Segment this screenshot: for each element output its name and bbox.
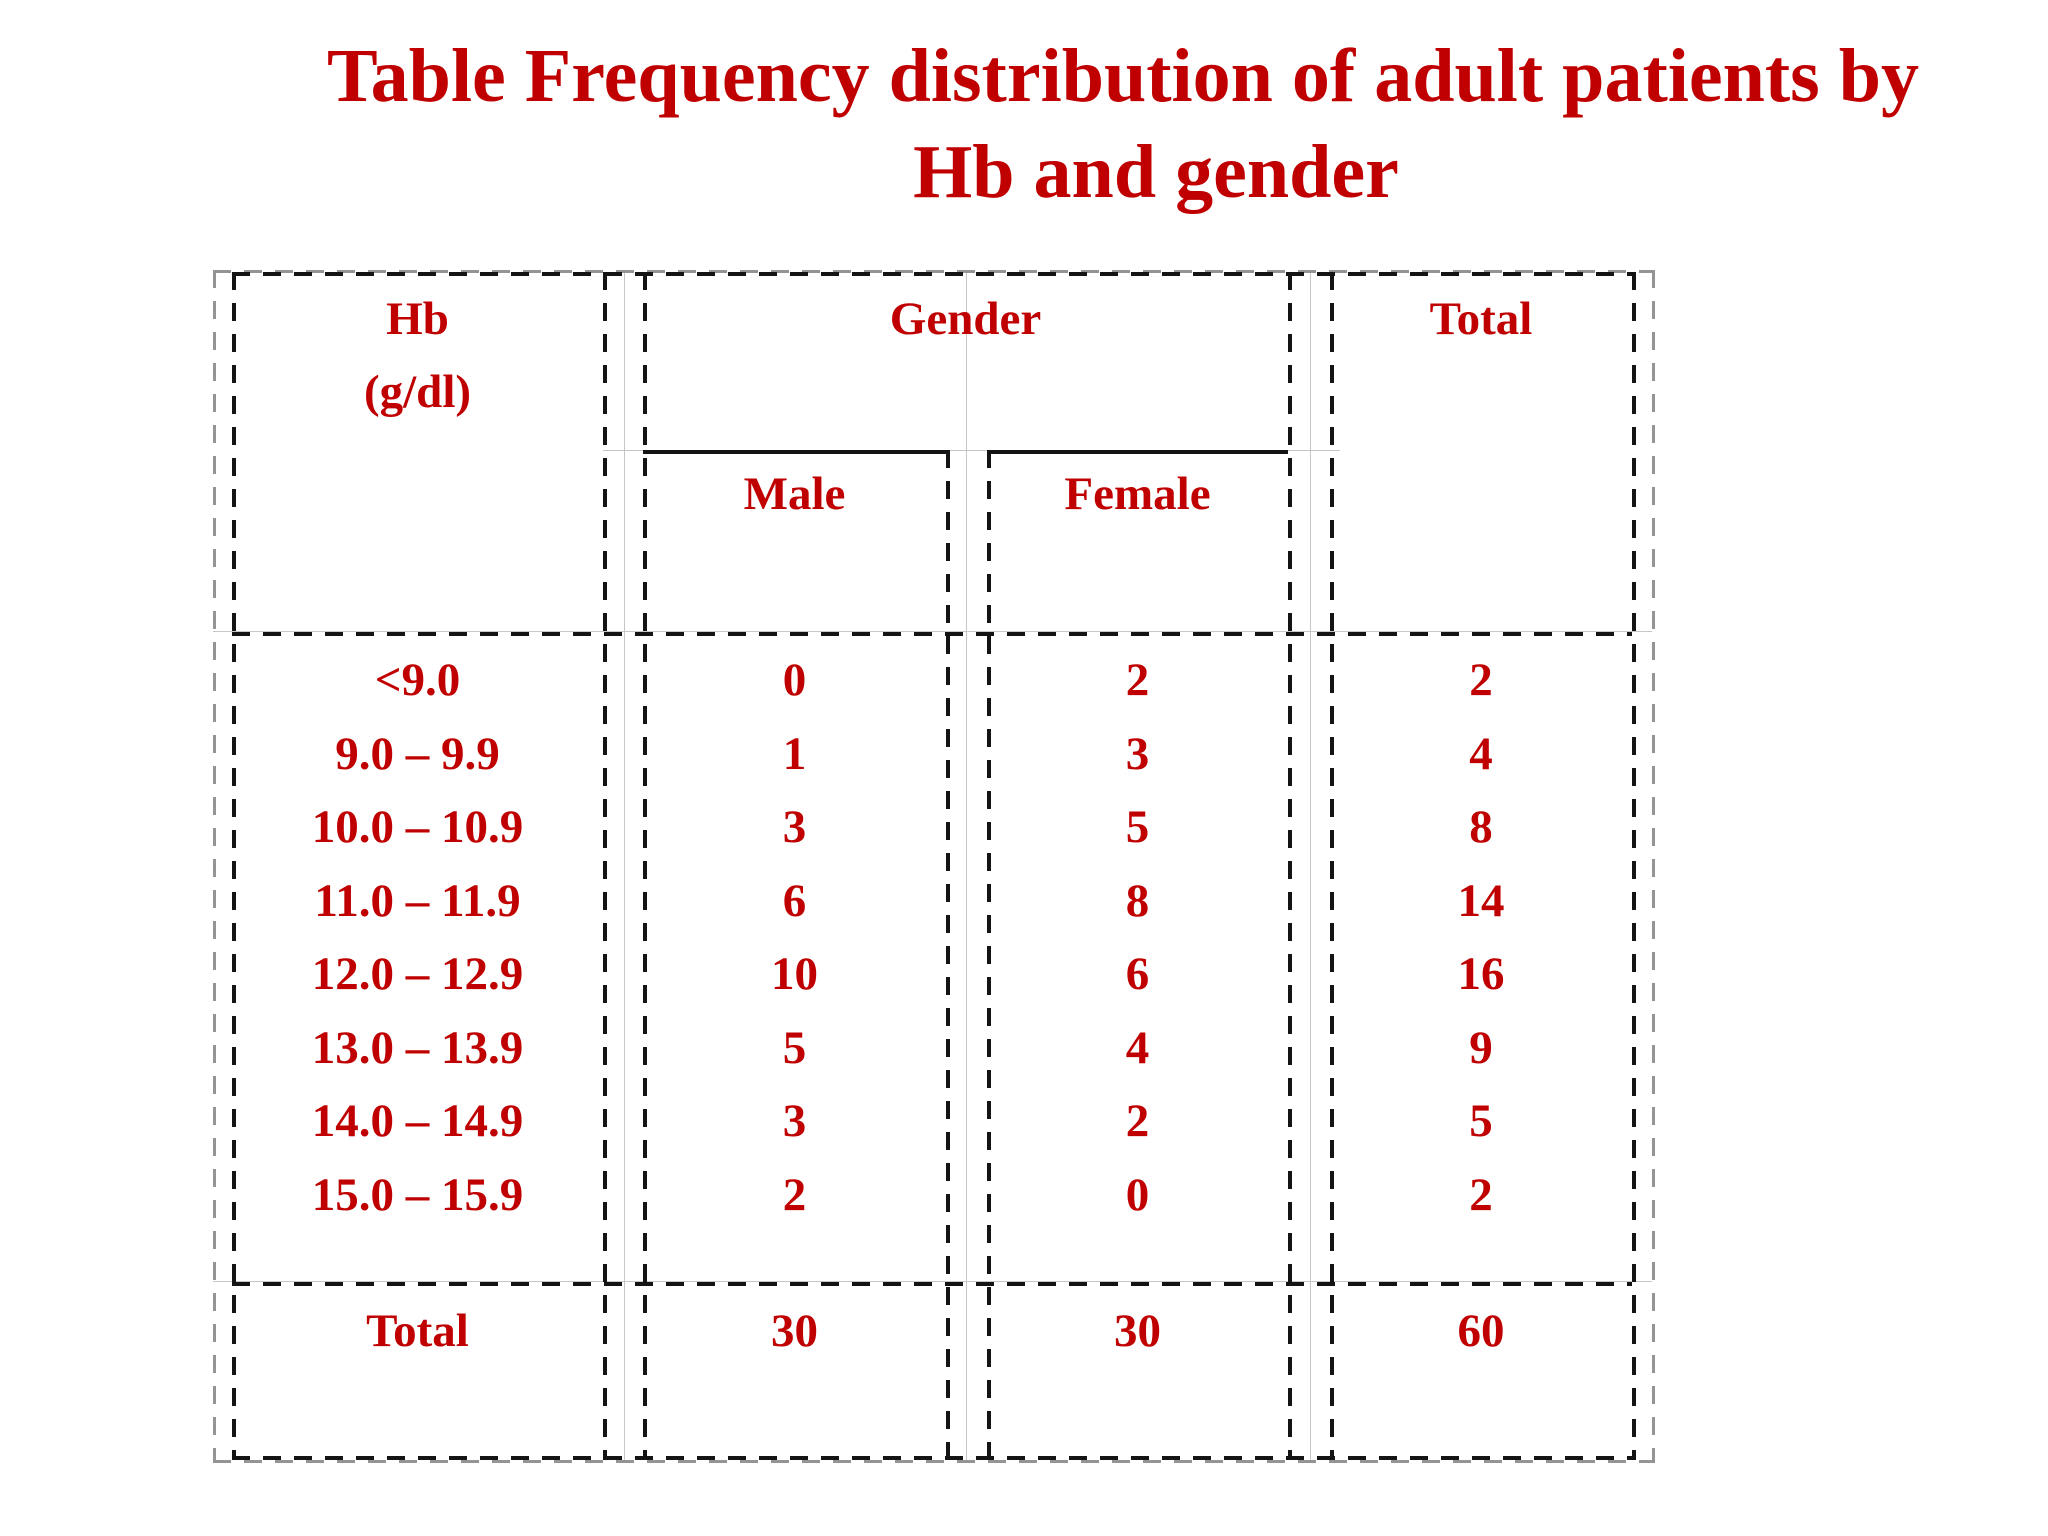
table-border-top (232, 272, 1632, 276)
male-count-value: 0 (782, 654, 807, 706)
hb-range-value: 15.0 – 15.9 (311, 1168, 524, 1221)
hb-range-column: <9.0 9.0 – 9.9 10.0 – 10.9 11.0 – 11.9 1… (232, 644, 603, 1232)
male-count-value: 10 (771, 948, 818, 1000)
male-count-value: 3 (782, 801, 807, 853)
hb-range-value: 11.0 – 11.9 (314, 874, 521, 927)
table-border-bottom (232, 1456, 1632, 1460)
row-total-value: 9 (1469, 1021, 1493, 1074)
female-count-value: 4 (1125, 1021, 1150, 1074)
gender-underline-male (643, 450, 950, 454)
totals-female-value: 30 (1114, 1305, 1161, 1357)
header-hb-label: Hb (386, 293, 449, 345)
hb-column-right-border (603, 272, 607, 1460)
header-hb-unit: (g/dl) (363, 366, 472, 418)
gender-column-left-border (643, 272, 647, 1460)
row-total-value: 8 (1469, 801, 1493, 853)
female-count-column: 2 3 5 8 6 4 2 0 (987, 644, 1288, 1232)
male-count-value: 6 (782, 874, 807, 927)
header-total: Total (1429, 293, 1533, 345)
row-total-value: 14 (1457, 874, 1505, 927)
header-body-divider (232, 632, 1632, 636)
hb-range-value: 10.0 – 10.9 (311, 801, 524, 853)
female-count-value: 3 (1125, 727, 1150, 780)
total-column-right-border (1632, 272, 1636, 1460)
gender-underline-female (990, 450, 1288, 454)
header-female: Female (1064, 468, 1211, 520)
female-count-value: 8 (1125, 874, 1150, 927)
grid-line (213, 631, 1652, 632)
male-column-right-border (946, 450, 950, 1460)
hb-range-value: 14.0 – 14.9 (311, 1095, 524, 1147)
total-column-left-border (1330, 272, 1334, 1460)
table-outer-border-left (213, 270, 216, 1463)
grid-line (603, 450, 1340, 451)
row-total-column: 2 4 8 14 16 9 5 2 (1330, 644, 1632, 1232)
row-total-value: 5 (1469, 1095, 1493, 1147)
hb-column-left-border (232, 272, 236, 1460)
slide-title-line1: Table Frequency distribution of adult pa… (326, 34, 1920, 118)
female-count-value: 2 (1125, 1095, 1150, 1147)
grid-line (966, 272, 967, 1460)
totals-male-value: 30 (771, 1305, 818, 1357)
hb-range-value: 9.0 – 9.9 (335, 727, 500, 780)
table-outer-border-top (213, 270, 1652, 273)
female-column-left-border (987, 450, 991, 1460)
female-count-value: 6 (1125, 948, 1150, 1000)
male-count-value: 3 (782, 1095, 807, 1147)
header-male: Male (743, 468, 846, 520)
female-count-value: 0 (1125, 1168, 1150, 1221)
row-total-value: 2 (1469, 654, 1493, 706)
hb-range-value: 13.0 – 13.9 (311, 1021, 524, 1074)
table-outer-border-bottom (213, 1460, 1652, 1463)
grid-line (1310, 272, 1311, 1460)
hb-range-value: 12.0 – 12.9 (311, 948, 524, 1000)
table-outer-border-right (1652, 270, 1655, 1463)
male-count-value: 2 (782, 1168, 807, 1221)
header-hb: Hb (g/dl) (232, 283, 603, 429)
gender-column-right-border (1288, 272, 1292, 1460)
male-count-value: 5 (782, 1021, 807, 1074)
totals-grand-value: 60 (1457, 1305, 1505, 1357)
female-count-value: 5 (1125, 801, 1150, 853)
header-gender: Gender (889, 293, 1042, 345)
row-total-value: 4 (1469, 727, 1493, 780)
hb-range-value: <9.0 (374, 654, 461, 706)
row-total-value: 2 (1469, 1168, 1493, 1221)
grid-line (213, 1281, 1652, 1282)
slide-title-line2: Hb and gender (913, 130, 1399, 214)
female-count-value: 2 (1125, 654, 1150, 706)
grid-line (624, 272, 625, 1460)
male-count-column: 0 1 3 6 10 5 3 2 (643, 644, 946, 1232)
row-total-value: 16 (1457, 948, 1505, 1000)
male-count-value: 1 (782, 727, 807, 780)
totals-row-label: Total (366, 1305, 469, 1357)
body-total-divider (232, 1282, 1632, 1286)
